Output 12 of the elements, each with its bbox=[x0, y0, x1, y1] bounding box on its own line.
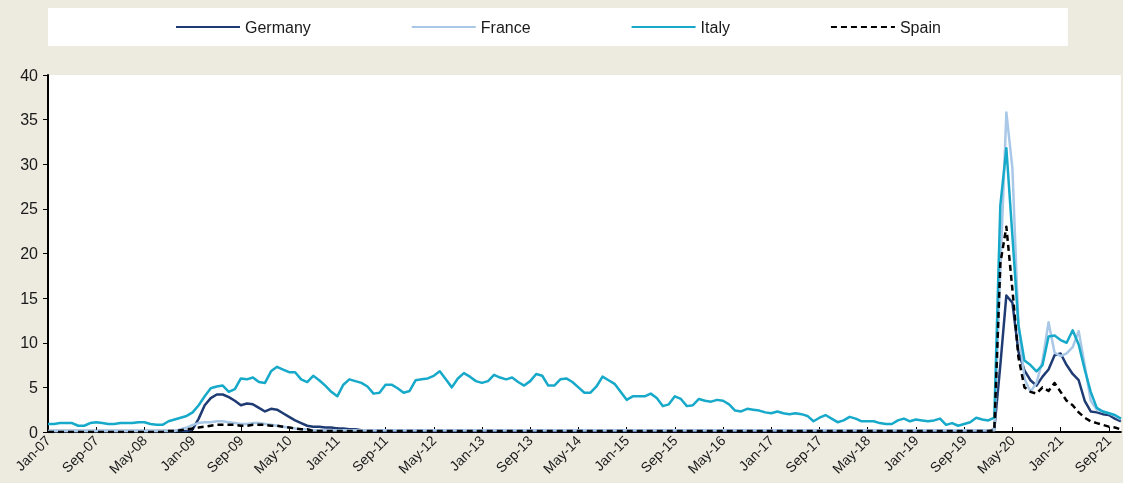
y-tick-label: 5 bbox=[29, 378, 39, 396]
y-tick-label: 15 bbox=[20, 289, 39, 307]
y-tick-label: 10 bbox=[20, 334, 39, 352]
legend-label: Italy bbox=[700, 18, 730, 36]
y-tick-label: 25 bbox=[20, 200, 39, 218]
y-tick-label: 35 bbox=[20, 111, 39, 129]
y-tick-label: 40 bbox=[20, 66, 39, 84]
y-tick-label: 20 bbox=[20, 245, 39, 262]
legend-label: Germany bbox=[245, 18, 311, 36]
legend-label: Spain bbox=[899, 18, 941, 36]
y-tick-label: 30 bbox=[20, 155, 39, 173]
legend-label: France bbox=[480, 18, 531, 36]
